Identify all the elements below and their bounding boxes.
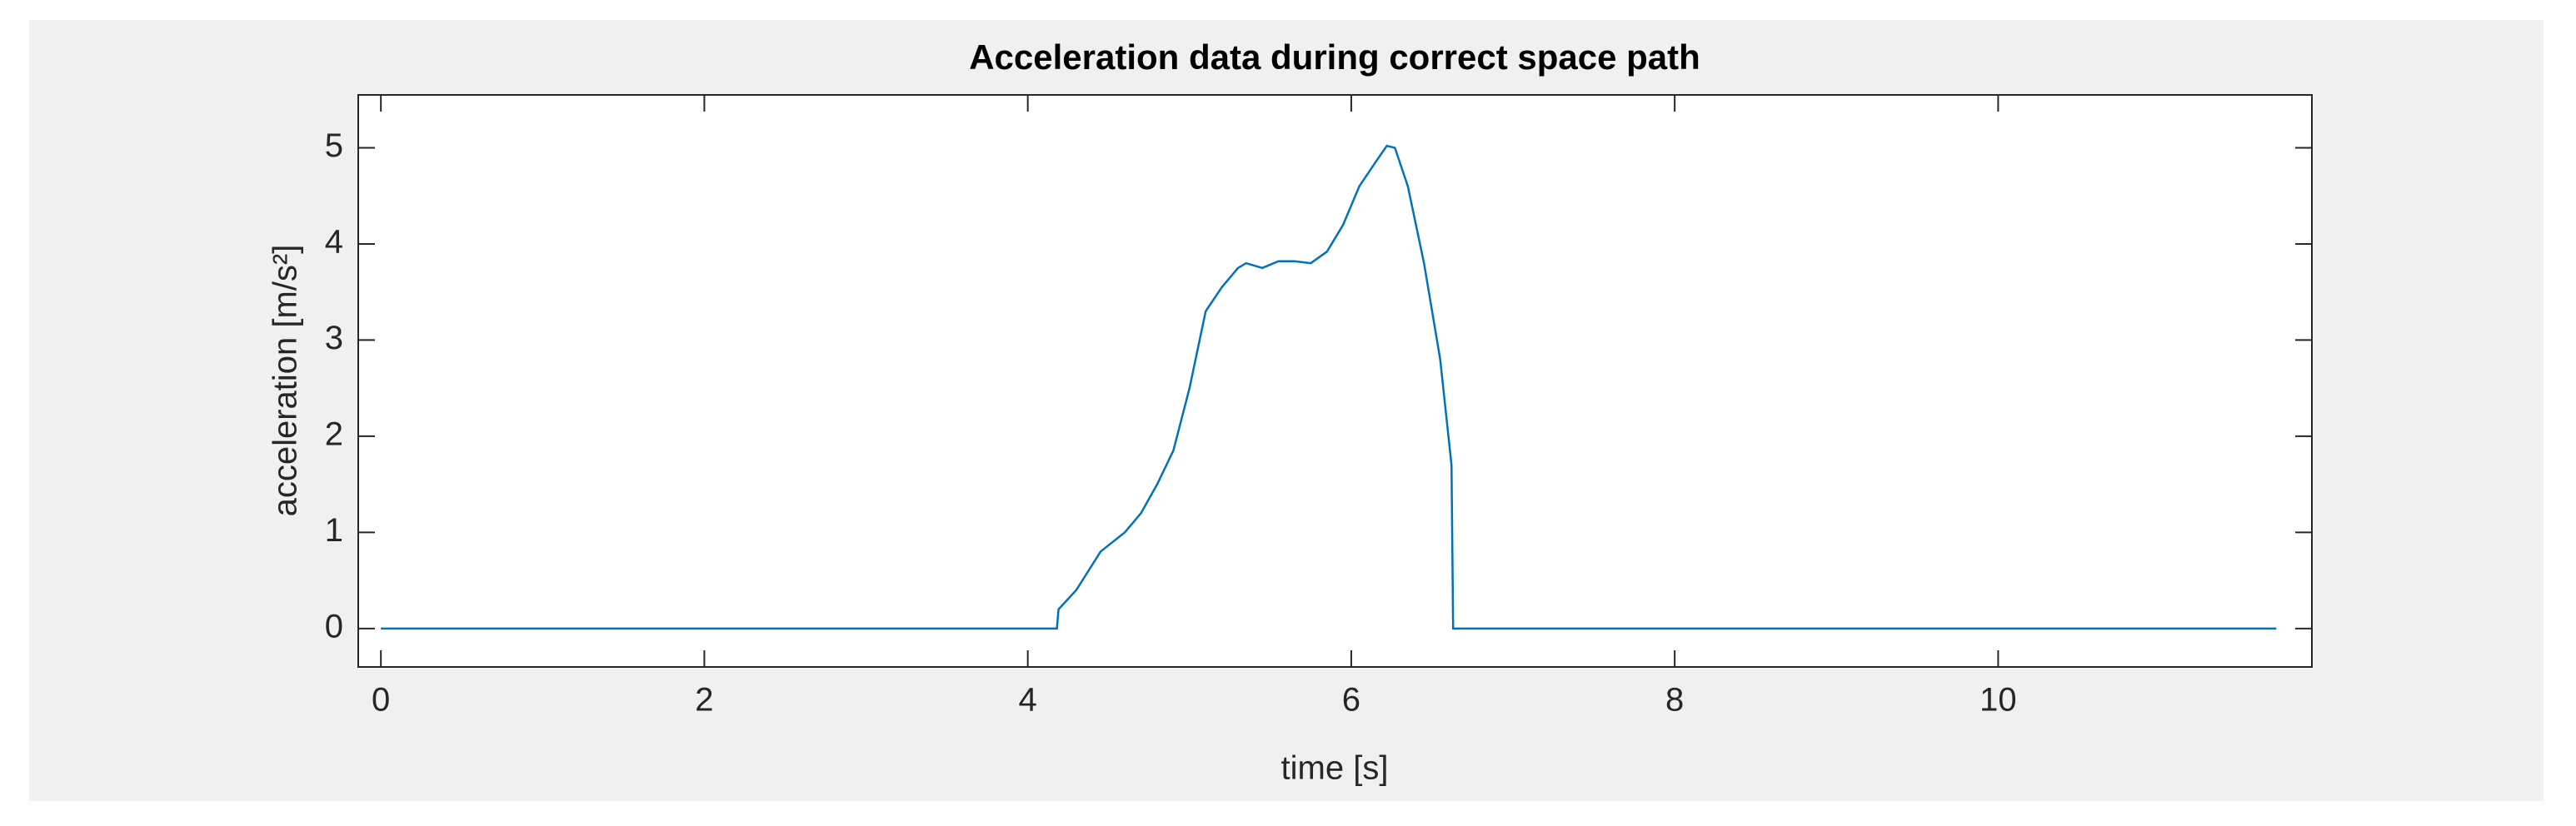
y-axis-label: acceleration [m/s²] [267,245,304,517]
y-tick-label: 3 [325,320,343,356]
x-tick-label: 2 [695,682,713,719]
x-tick-label: 0 [372,682,390,719]
x-tick-label: 8 [1665,682,1684,719]
y-tick-label: 1 [325,512,343,549]
x-tick-label: 4 [1019,682,1037,719]
chart-title: Acceleration data during correct space p… [969,37,1700,77]
y-tick-label: 4 [325,224,343,261]
y-tick-label: 5 [325,127,343,164]
data-line [381,144,2277,630]
x-tick-label: 6 [1342,682,1360,719]
y-tick-label: 0 [325,608,343,644]
x-axis-label: time [s] [1281,750,1389,787]
plot-area [357,94,2313,668]
x-tick-label: 10 [1979,682,2017,719]
y-tick-label: 2 [325,415,343,452]
